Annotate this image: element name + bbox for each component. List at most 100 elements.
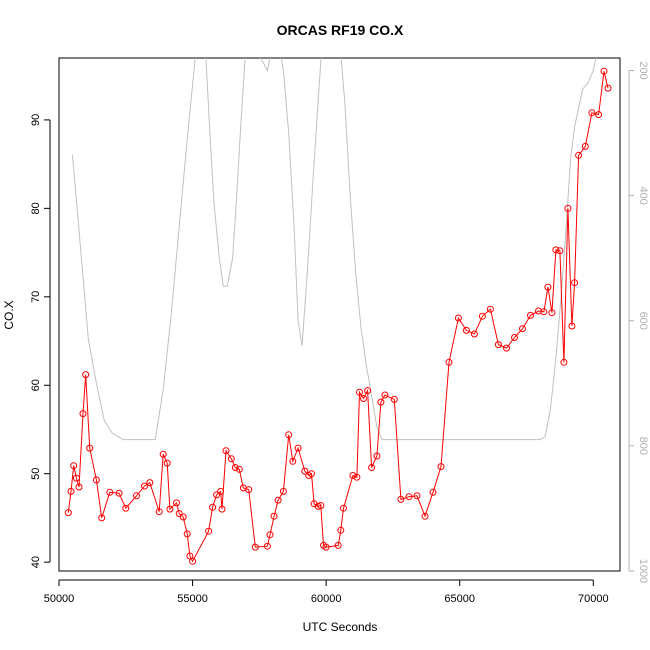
co-point: [373, 452, 381, 460]
co-point: [604, 84, 612, 92]
x-tick-label: 50000: [44, 593, 75, 605]
y-tick-label: 80: [30, 202, 42, 214]
co-point: [317, 502, 325, 509]
co-point: [155, 508, 163, 516]
co-point: [209, 503, 217, 511]
co-point: [266, 531, 274, 539]
secondary-y-axis: 200 400 600 800 1000: [628, 61, 649, 583]
co-point: [235, 465, 243, 473]
co-point: [445, 358, 453, 366]
y2-tick-label: 1000: [637, 559, 649, 583]
co-point: [79, 410, 87, 418]
co-point: [381, 391, 389, 399]
co-point: [470, 330, 478, 338]
co-point: [274, 496, 282, 504]
co-point: [486, 305, 494, 313]
co-point: [186, 552, 194, 560]
co-point: [70, 462, 78, 470]
co-point: [217, 487, 225, 495]
co-point: [454, 314, 462, 322]
co-point: [163, 459, 171, 467]
co-point: [353, 473, 361, 481]
co-point: [218, 505, 226, 513]
co-point: [67, 487, 75, 495]
pressure-series: [71, 58, 597, 441]
co-point: [588, 109, 596, 117]
co-point: [334, 541, 342, 549]
co-point: [115, 489, 123, 497]
co-point: [213, 491, 221, 499]
co-point: [527, 311, 534, 319]
co-point: [227, 455, 235, 463]
y-tick-label: 40: [30, 556, 42, 568]
y-axis: 40 50 60 70 80 90: [30, 114, 51, 568]
x-axis: 50000 55000 60000 65000 70000: [44, 579, 609, 605]
co-point: [270, 512, 278, 520]
co-point: [568, 322, 576, 330]
co-point: [279, 487, 287, 495]
co-point: [462, 326, 470, 334]
co-point: [437, 463, 445, 471]
x-axis-label: UTC Seconds: [303, 620, 378, 634]
co-point: [122, 504, 130, 512]
co-point: [308, 470, 315, 478]
x-tick-label: 60000: [311, 593, 342, 605]
co-point: [494, 341, 502, 349]
co-point: [548, 309, 556, 317]
co-point: [390, 395, 398, 403]
co-point: [189, 557, 197, 565]
co-point: [535, 307, 542, 315]
co-point: [64, 509, 72, 517]
co-point: [552, 246, 560, 254]
x-tick-label: 70000: [578, 593, 609, 605]
co-point: [263, 542, 271, 550]
co-point: [421, 512, 429, 520]
co-point: [86, 444, 94, 452]
co-point: [294, 444, 302, 452]
y2-tick-label: 200: [637, 61, 649, 79]
co-point: [581, 142, 589, 150]
co-point: [600, 67, 608, 75]
co-point: [166, 505, 174, 513]
co-point: [340, 504, 347, 512]
co-point: [429, 488, 437, 496]
co-point: [245, 486, 253, 494]
co-point: [503, 344, 510, 352]
co-point: [141, 482, 148, 490]
plot-frame: [58, 57, 621, 572]
co-point: [544, 283, 552, 291]
co-point: [377, 398, 385, 406]
co-point: [222, 447, 230, 455]
co-point: [556, 247, 564, 255]
co-point: [75, 483, 83, 491]
co-point: [540, 308, 548, 316]
co-point: [183, 530, 191, 538]
co-point: [205, 527, 213, 535]
y2-tick-label: 400: [637, 186, 649, 204]
co-line: [67, 71, 609, 563]
co-point: [397, 495, 405, 503]
co-point: [413, 492, 421, 500]
co-point: [289, 457, 297, 465]
co-point: [159, 450, 167, 458]
chart-title: ORCAS RF19 CO.X: [277, 22, 404, 38]
co-point: [360, 395, 367, 402]
co-point: [575, 151, 583, 159]
co-point: [511, 334, 518, 341]
co-point: [519, 325, 526, 333]
co-point: [356, 388, 363, 396]
y-tick-label: 60: [30, 379, 42, 391]
co-point: [478, 312, 486, 320]
co-point: [72, 474, 80, 482]
y-tick-label: 50: [30, 468, 42, 480]
co-point: [322, 543, 330, 551]
co-point: [175, 510, 183, 517]
pressure-line: [71, 58, 597, 441]
co-point: [337, 526, 345, 534]
co-point: [92, 476, 100, 484]
co-point: [251, 543, 259, 551]
co-point: [179, 513, 187, 521]
co-point: [349, 472, 357, 479]
co-point: [368, 464, 376, 471]
